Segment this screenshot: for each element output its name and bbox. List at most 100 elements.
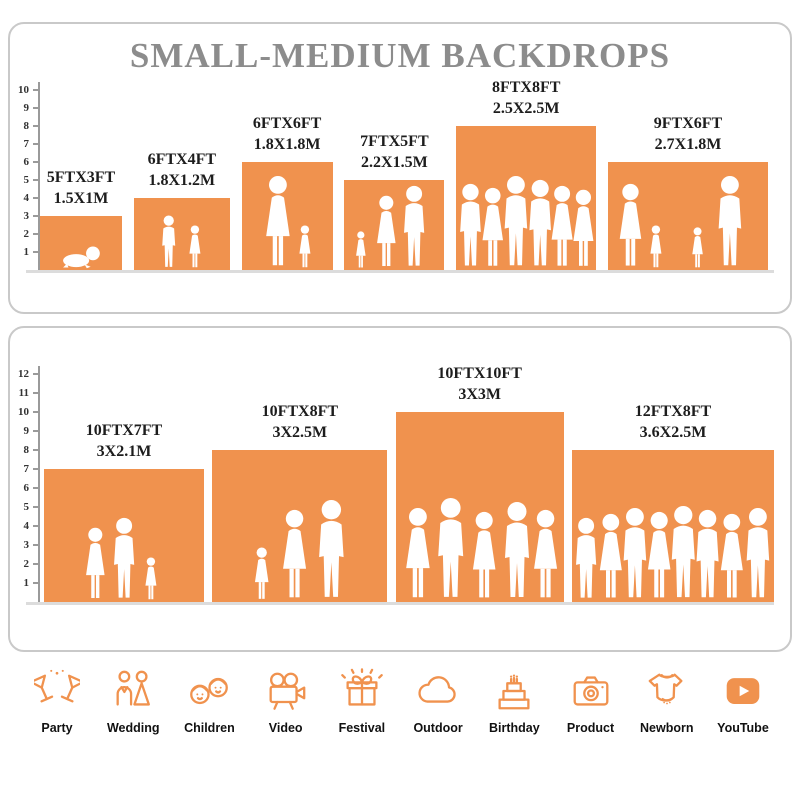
backdrop-rect <box>571 450 774 602</box>
category-video: Video <box>253 668 319 735</box>
backdrop-8ftx8ft: 8FTX8FT 2.5X2.5M <box>456 79 597 270</box>
woman-silhouette <box>533 509 557 598</box>
backdrop-rect <box>344 180 445 270</box>
woman-silhouette <box>473 511 496 598</box>
size-panel: SMALL-MEDIUM BACKDROPS 1 2 3 4 5 6 7 8 9 10 5FTX3… <box>8 22 792 314</box>
backdrop-10ftx10ft: 10FTX10FT 3X3M <box>395 365 564 602</box>
category-party: Party <box>24 668 90 735</box>
ruler-number: 4 <box>23 192 30 204</box>
backdrop-9ftx6ft: 9FTX6FT 2.7X1.8M <box>607 115 768 270</box>
man-silhouette <box>113 517 135 598</box>
ruler-number: 8 <box>23 444 30 456</box>
woman-silhouette <box>619 183 642 266</box>
ruler-number: 3 <box>23 539 30 551</box>
girl-silhouette <box>355 231 366 268</box>
ruler-tick <box>33 582 40 584</box>
baby-silhouette <box>62 246 100 269</box>
woman-silhouette <box>85 527 105 599</box>
category-birthday: Birthday <box>481 668 547 735</box>
category-label: Product <box>566 721 615 735</box>
ruler-number: 9 <box>23 425 30 437</box>
man-silhouette <box>696 509 719 598</box>
ground-line <box>26 602 774 605</box>
backdrop-size-m: 3X2.1M <box>96 443 152 461</box>
newborn-icon <box>648 673 683 705</box>
backdrop-label: 12FTX8FT 3.6X2.5M <box>635 402 711 444</box>
ruler-number: 5 <box>23 501 30 513</box>
backdrop-rect <box>133 198 230 270</box>
ruler-number: 7 <box>23 138 30 150</box>
ruler-number: 10 <box>18 406 29 418</box>
backdrop-size-ft: 10FTX7FT <box>85 422 163 440</box>
backdrop-size-ft: 10FTX10FT <box>437 365 522 383</box>
backdrop-10ftx7ft: 10FTX7FT 3X2.1M <box>44 422 204 602</box>
woman-silhouette <box>405 507 430 598</box>
backdrop-label: 9FTX6FT 2.7X1.8M <box>654 114 722 156</box>
woman-silhouette <box>482 187 503 266</box>
category-wedding: Wedding <box>100 668 166 735</box>
category-label: YouTube <box>717 721 769 735</box>
backdrop-rect <box>44 469 204 602</box>
page-title: SMALL-MEDIUM BACKDROPS <box>129 36 671 75</box>
ruler-tick <box>33 544 40 546</box>
video-icon <box>269 672 306 710</box>
ruler-tick <box>33 215 40 217</box>
category-label: Video <box>268 721 303 735</box>
ruler-number: 2 <box>23 228 30 240</box>
ruler: 1 2 3 4 5 6 7 8 9 10 11 12 <box>18 366 40 602</box>
backdrop-size-ft: 7FTX5FT <box>360 133 429 151</box>
backdrop-rect <box>40 216 122 270</box>
ruler-tick <box>33 525 40 527</box>
backdrop-rect <box>456 126 597 270</box>
backdrop-row: 5FTX3FT 1.5X1M 6FTX4FT 1.8X1.2M 6FTX6FT 1.8X1… <box>40 79 768 270</box>
ruler-number: 9 <box>23 102 30 114</box>
category-outdoor: Outdoor <box>405 668 471 735</box>
backdrop-size-ft: 5FTX3FT <box>46 169 116 187</box>
ruler-tick <box>33 392 40 394</box>
birthday-icon <box>498 674 530 710</box>
ruler-number: 10 <box>18 84 29 96</box>
category-label: Newborn <box>640 721 694 735</box>
outdoor-icon <box>418 676 456 703</box>
wedding-icon <box>116 670 151 706</box>
children-icon <box>190 677 229 705</box>
backdrop-size-m: 3.6X2.5M <box>639 424 707 442</box>
ruler-tick <box>33 251 40 253</box>
backdrop-size-m: 1.8X1.8M <box>253 136 321 154</box>
man-silhouette <box>438 498 464 597</box>
man-silhouette <box>576 517 597 598</box>
ruler-number: 4 <box>23 520 30 532</box>
backdrop-label: 10FTX10FT 3X3M <box>437 364 521 406</box>
ruler-tick <box>33 107 40 109</box>
ruler-tick <box>33 563 40 565</box>
ground-line <box>26 270 774 273</box>
product-icon <box>573 676 608 706</box>
woman-silhouette <box>266 175 290 266</box>
woman-silhouette <box>599 513 622 598</box>
backdrop-size-m: 2.5X2.5M <box>492 100 560 118</box>
woman-silhouette <box>573 189 594 266</box>
ruler-tick <box>33 373 40 375</box>
backdrop-rect <box>607 162 768 270</box>
ruler-tick <box>33 506 40 508</box>
woman-silhouette <box>720 513 743 598</box>
backdrop-12ftx8ft: 12FTX8FT 3.6X2.5M <box>571 403 774 602</box>
ruler-tick <box>33 179 40 181</box>
size-panel: 1 2 3 4 5 6 7 8 9 10 11 12 10FTX7FT 3X2.1M 10FTX8FT 3X… <box>8 326 792 652</box>
backdrop-10ftx8ft: 10FTX8FT 3X2.5M <box>212 403 388 602</box>
backdrop-size-m: 1.5X1M <box>53 190 109 208</box>
backdrop-size-m: 2.2X1.5M <box>361 154 428 172</box>
ruler-tick <box>33 468 40 470</box>
backdrop-label: 6FTX6FT 1.8X1.8M <box>253 114 321 156</box>
category-label: Party <box>41 721 73 735</box>
ruler-number: 11 <box>18 387 29 399</box>
man-silhouette <box>504 502 529 597</box>
backdrop-5ftx3ft: 5FTX3FT 1.5X1M <box>40 169 122 270</box>
category-product: Product <box>558 668 624 735</box>
ruler-number: 2 <box>23 558 30 570</box>
backdrop-size-ft: 8FTX8FT <box>491 79 561 97</box>
backdrop-rect <box>212 450 388 602</box>
backdrop-rect <box>241 162 333 270</box>
festival-icon <box>341 668 383 706</box>
backdrop-label: 6FTX4FT 1.8X1.2M <box>148 150 216 192</box>
